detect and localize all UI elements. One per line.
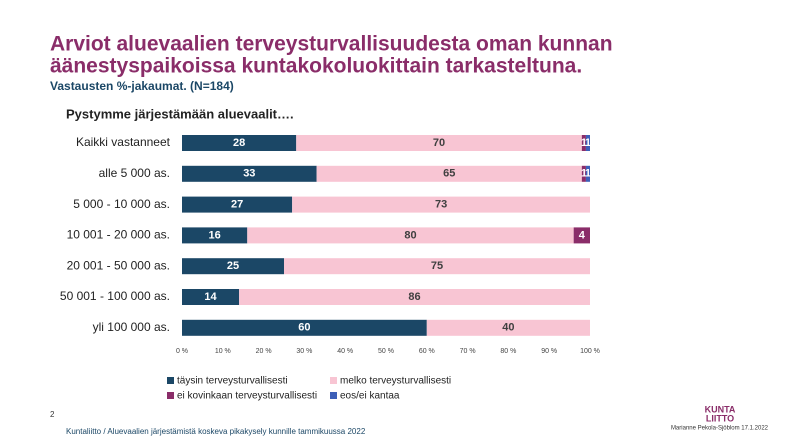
source: Kuntaliitto / Aluevaalien järjestämistä … [66,427,366,436]
bar-segment [581,135,586,151]
bar-segment [292,196,590,213]
bar-segment [239,289,590,305]
data-label: 16 [209,229,221,241]
bar-segment [585,165,590,182]
y-tick-label: Kaikki vastanneet [76,135,171,149]
legend-label: täysin terveysturvallisesti [177,376,288,387]
bar-segment [247,227,574,244]
legend-swatch [167,377,174,384]
x-tick-label: 70 % [460,348,476,355]
y-tick-label: 5 000 - 10 000 as. [73,197,170,211]
data-label: 86 [408,291,420,303]
title-line: äänestyspaikoissa kuntakokoluokittain ta… [50,55,582,78]
data-label: 28 [233,137,245,149]
author: Marianne Pekola-Sjöblom 17.1.2022 [671,426,769,432]
bar-segment [585,135,590,151]
y-tick-label: 20 001 - 50 000 as. [67,258,170,272]
data-label: 25 [227,260,239,272]
x-tick-label: 0 % [176,348,188,355]
x-tick-label: 50 % [378,348,394,355]
data-label: 65 [443,168,455,180]
data-label: 27 [231,199,243,211]
data-label: 75 [431,260,443,272]
data-label: 4 [579,229,586,241]
y-tick-label: alle 5 000 as. [99,166,170,180]
bar-segment [296,135,582,151]
x-tick-label: 30 % [296,348,312,355]
data-label: 70 [433,137,445,149]
x-tick-label: 100 % [580,348,600,355]
x-tick-label: 90 % [541,348,557,355]
data-label: 14 [204,291,217,303]
x-tick-label: 10 % [215,348,231,355]
subtitle: Vastausten %-jakaumat. (N=184) [50,79,234,93]
bar-segment [316,165,582,182]
data-label: 1 [585,168,591,180]
page-number: 2 [50,410,55,419]
legend-swatch [330,377,337,384]
bar-segment [573,227,590,244]
data-label: 80 [404,229,416,241]
bar-segment [426,319,590,336]
title-line: Arviot aluevaalien terveysturvallisuudes… [50,33,613,56]
legend-label: melko terveysturvallisesti [340,376,451,387]
logo: KUNTA [705,404,736,414]
bar-segment [182,258,284,275]
bar-segment [182,165,317,182]
data-label: 60 [298,322,310,334]
y-tick-label: 10 001 - 20 000 as. [67,228,170,242]
x-tick-label: 80 % [500,348,516,355]
x-tick-label: 20 % [256,348,272,355]
data-label: 40 [502,322,514,334]
y-tick-label: 50 001 - 100 000 as. [60,289,170,303]
bar-segment [182,135,297,151]
data-label: 1 [581,137,587,149]
chart-title: Pystymme järjestämään aluevaalit…. [66,106,294,121]
data-label: 1 [581,168,587,180]
legend-swatch [330,392,337,399]
bar-segment [182,289,240,305]
data-label: 1 [585,137,591,149]
y-tick-label: yli 100 000 as. [93,320,170,334]
logo: LIITTO [706,413,734,423]
x-tick-label: 60 % [419,348,435,355]
data-label: 33 [243,168,255,180]
data-label: 73 [435,199,447,211]
bar-segment [284,258,590,275]
legend-label: eos/ei kantaa [340,391,400,402]
legend-swatch [167,392,174,399]
bar-segment [182,319,427,336]
bar-segment [182,196,293,213]
bar-segment [182,227,248,244]
x-tick-label: 40 % [337,348,353,355]
bar-segment [581,165,586,182]
legend-label: ei kovinkaan terveysturvallisesti [177,391,317,402]
